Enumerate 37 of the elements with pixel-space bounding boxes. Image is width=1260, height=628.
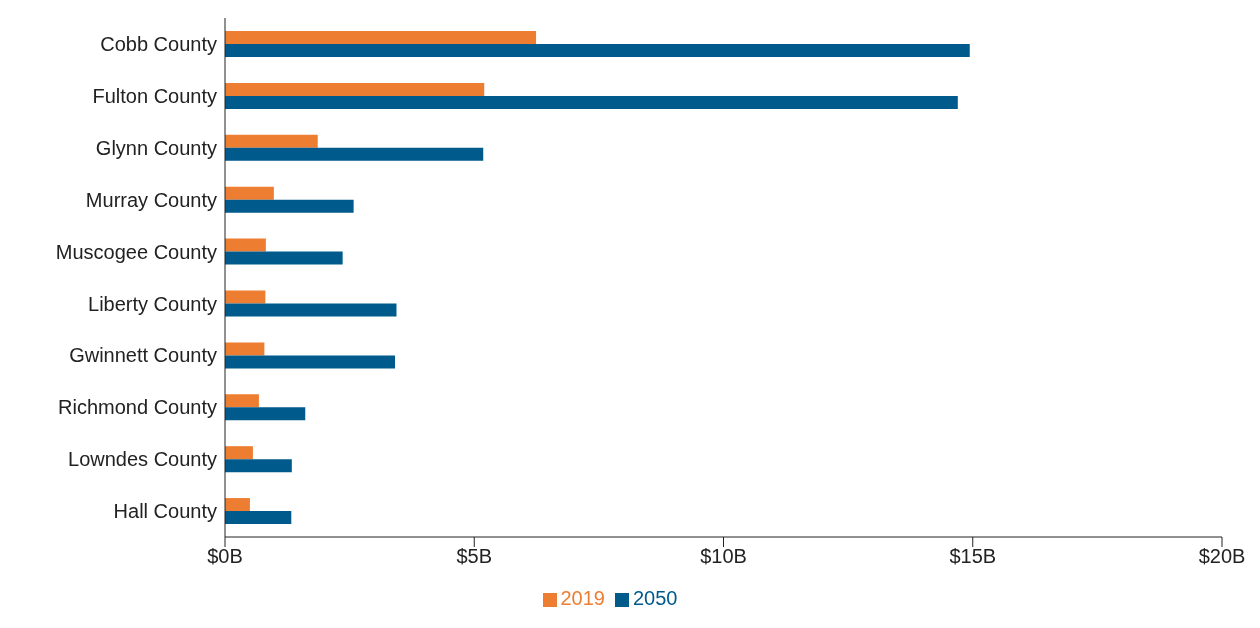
bar <box>225 394 259 408</box>
bar <box>225 251 343 265</box>
y-tick-label: Lowndes County <box>68 448 217 471</box>
bar <box>225 511 292 525</box>
bar <box>225 30 537 44</box>
bar <box>225 199 354 213</box>
bar <box>225 498 250 512</box>
x-tick-label: $20B <box>1198 545 1246 568</box>
bar <box>225 459 292 473</box>
bar <box>225 134 318 148</box>
y-tick-label: Cobb County <box>100 33 217 56</box>
bar <box>225 95 958 109</box>
x-tick-label: $10B <box>700 545 747 568</box>
bar <box>225 238 266 252</box>
y-tick-label: Hall County <box>113 500 217 523</box>
bar <box>225 186 274 200</box>
bar <box>225 290 266 304</box>
bar <box>225 355 395 369</box>
legend-label: 2050 <box>633 587 678 609</box>
y-tick-label: Gwinnett County <box>69 344 217 367</box>
y-tick-label: Fulton County <box>92 84 217 107</box>
bar <box>225 147 484 161</box>
y-tick-label: Muscogee County <box>55 240 217 263</box>
bar <box>225 303 397 317</box>
y-tick-label: Glynn County <box>95 136 217 159</box>
x-tick-label: $15B <box>949 545 997 568</box>
x-tick-label: $5B <box>456 545 493 568</box>
bar <box>225 342 265 356</box>
bar <box>225 43 970 57</box>
bar <box>225 82 485 96</box>
y-tick-label: Liberty County <box>88 292 217 315</box>
legend-label: 2019 <box>560 587 605 609</box>
y-tick-label: Murray County <box>85 188 217 211</box>
bar <box>225 446 253 460</box>
bar <box>225 407 306 421</box>
x-tick-label: $0B <box>207 545 243 568</box>
y-tick-label: Richmond County <box>58 396 217 419</box>
